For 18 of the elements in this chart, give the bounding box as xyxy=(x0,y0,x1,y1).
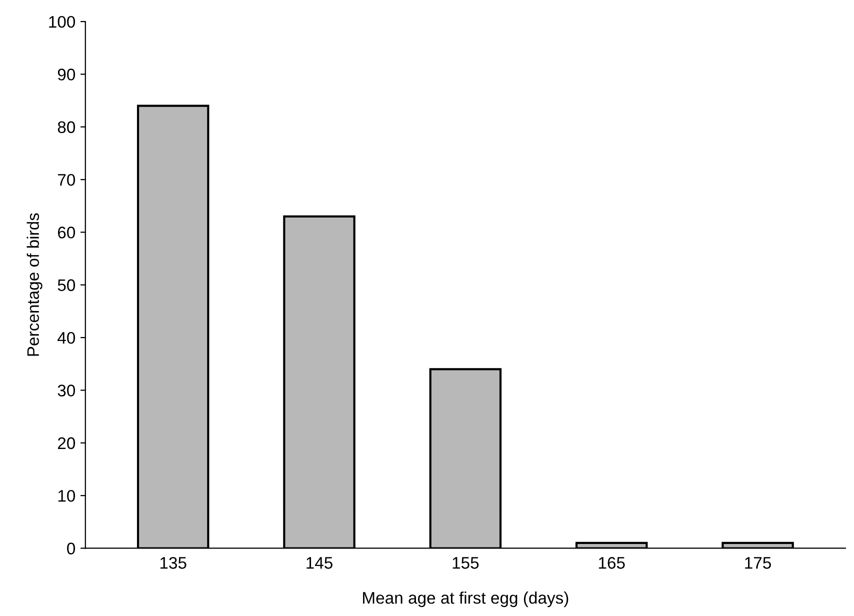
y-tick-label: 0 xyxy=(67,542,76,554)
y-tick-label: 70 xyxy=(58,174,76,186)
y-tick-label: 80 xyxy=(58,121,76,134)
x-tick-label: 145 xyxy=(306,557,332,569)
y-tick-label: 40 xyxy=(58,332,76,344)
y-axis-title: Percentage of birds xyxy=(26,213,42,356)
x-tick-label: 175 xyxy=(745,557,771,569)
y-tick-label: 50 xyxy=(58,279,76,292)
x-tick-label: 155 xyxy=(452,557,479,569)
y-tick-label: 90 xyxy=(58,68,76,80)
x-tick-label: 135 xyxy=(160,557,186,569)
y-tick-label: 20 xyxy=(58,437,76,450)
y-tick-label: 60 xyxy=(58,226,76,238)
x-tick-label: 165 xyxy=(598,557,625,569)
y-tick-label: 10 xyxy=(58,490,76,502)
y-tick-label: 30 xyxy=(58,384,76,396)
y-tick-label: 100 xyxy=(49,16,76,28)
x-axis-title: Mean age at first egg (days) xyxy=(363,592,568,608)
